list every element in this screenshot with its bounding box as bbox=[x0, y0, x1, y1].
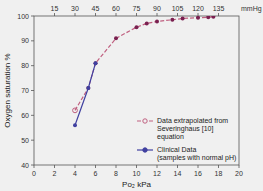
y-tick-label: 60 bbox=[21, 112, 29, 119]
x-tick-label: 6 bbox=[94, 170, 98, 177]
x-tick bbox=[239, 165, 240, 168]
point bbox=[196, 16, 200, 20]
point bbox=[145, 21, 149, 25]
background bbox=[0, 0, 263, 191]
x2-tick bbox=[177, 13, 178, 16]
point bbox=[206, 16, 210, 19]
x2-tick-label: 60 bbox=[112, 5, 120, 12]
x-tick bbox=[54, 165, 55, 168]
x2-tick bbox=[136, 13, 137, 16]
x2-tick-label: 15 bbox=[51, 5, 59, 12]
x-tick bbox=[177, 165, 178, 168]
x-tick-label: 20 bbox=[235, 170, 243, 177]
legend-label-line: Clinical Data bbox=[157, 146, 196, 153]
x-tick bbox=[218, 165, 219, 168]
y-tick-label: 40 bbox=[21, 162, 29, 169]
chart: 0 2 4 6 8 10 12 14 16 18 20 15 30 45 60 75 90 105 120 135 mm… bbox=[0, 0, 263, 191]
y-tick bbox=[31, 115, 34, 116]
x2-tick-label: 120 bbox=[192, 5, 204, 12]
x-tick-label: 2 bbox=[53, 170, 57, 177]
legend-label: Data extrapolated fromSeveringhaus [10]e… bbox=[157, 117, 228, 141]
x2-tick-label: 105 bbox=[172, 5, 184, 12]
legend-label-line: Severinghaus [10] bbox=[157, 125, 213, 133]
x2-tick-label: 90 bbox=[153, 5, 161, 12]
x2-tick bbox=[157, 13, 158, 16]
x-tick-label: 14 bbox=[174, 170, 182, 177]
x-tick-label: 8 bbox=[114, 170, 118, 177]
x-tick-label: 10 bbox=[133, 170, 141, 177]
y-tick bbox=[31, 90, 34, 91]
y-tick-label: 100 bbox=[17, 13, 29, 20]
x-tick bbox=[95, 165, 96, 168]
x-label: Po₂ kPa bbox=[122, 180, 151, 189]
y-tick bbox=[31, 140, 34, 141]
x-tick bbox=[157, 165, 158, 168]
open-point bbox=[73, 108, 78, 113]
point bbox=[211, 16, 215, 19]
x-tick-label: 12 bbox=[153, 170, 161, 177]
point bbox=[86, 86, 90, 90]
plot-frame bbox=[34, 16, 239, 165]
y-tick bbox=[31, 40, 34, 41]
point bbox=[94, 61, 98, 65]
plot-area bbox=[73, 16, 216, 127]
x2-tick-label: 30 bbox=[71, 5, 79, 12]
y-tick bbox=[31, 165, 34, 166]
legend: Data extrapolated fromSeveringhaus [10]e… bbox=[137, 117, 236, 162]
series-line bbox=[75, 17, 213, 111]
y-tick-label: 50 bbox=[21, 137, 29, 144]
x-tick bbox=[75, 165, 76, 168]
y-label: Oxygen saturation % bbox=[3, 53, 12, 127]
series-line bbox=[75, 63, 96, 125]
legend-label-line: Data extrapolated from bbox=[157, 117, 228, 125]
legend-label-line: (samples with normal pH) bbox=[157, 154, 236, 162]
legend-marker bbox=[143, 119, 147, 123]
x2-tick bbox=[95, 13, 96, 16]
point bbox=[181, 16, 185, 20]
x2-tick bbox=[75, 13, 76, 16]
x-tick-label: 4 bbox=[73, 170, 77, 177]
point bbox=[94, 61, 98, 65]
x-tick bbox=[198, 165, 199, 168]
x2-tick bbox=[54, 13, 55, 16]
x-tick bbox=[116, 165, 117, 168]
legend-label-line: equation bbox=[157, 133, 184, 141]
x2-tick bbox=[218, 13, 219, 16]
x2-tick-label: 45 bbox=[92, 5, 100, 12]
y-tick-label: 70 bbox=[21, 87, 29, 94]
point bbox=[73, 123, 77, 127]
point bbox=[135, 25, 139, 29]
x2-tick bbox=[198, 13, 199, 16]
legend-label: Clinical Data(samples with normal pH) bbox=[157, 146, 236, 162]
y-tick-label: 80 bbox=[21, 62, 29, 69]
y-tick-label: 90 bbox=[21, 37, 29, 44]
x2-tick bbox=[116, 13, 117, 16]
x-tick-label: 18 bbox=[215, 170, 223, 177]
point bbox=[86, 86, 90, 90]
y-tick bbox=[31, 16, 34, 17]
x2-tick-label: 75 bbox=[133, 5, 141, 12]
x-tick-label: 16 bbox=[194, 170, 202, 177]
point bbox=[155, 19, 159, 23]
x-tick-label: 0 bbox=[32, 170, 36, 177]
point bbox=[170, 18, 174, 22]
x2-tick-label: 135 bbox=[213, 5, 225, 12]
x2-label: mmHg bbox=[241, 5, 262, 13]
y-tick bbox=[31, 65, 34, 66]
point bbox=[114, 36, 118, 40]
x-tick bbox=[34, 165, 35, 168]
x-tick bbox=[136, 165, 137, 168]
legend-marker bbox=[143, 148, 147, 152]
